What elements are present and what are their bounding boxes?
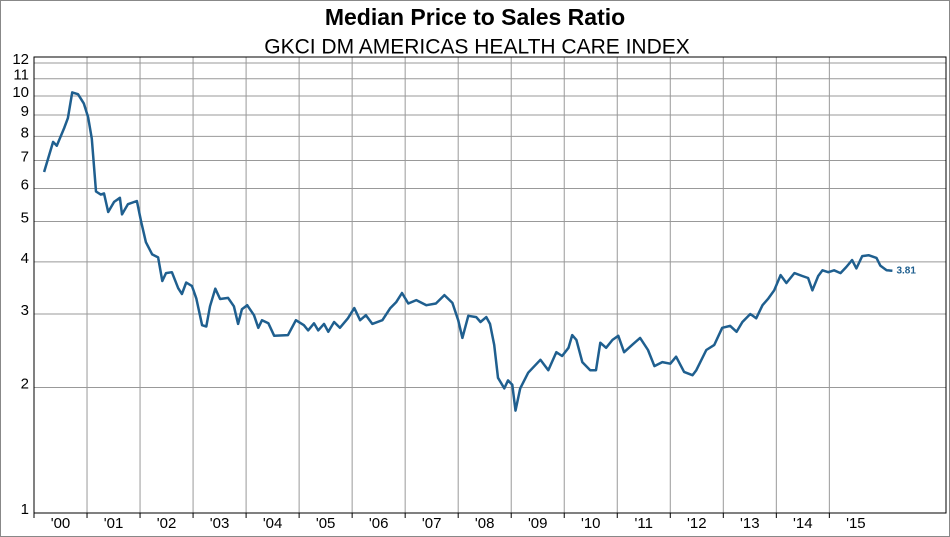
x-tick-label: '05 <box>316 515 336 532</box>
value-label: 3.81 <box>896 265 916 276</box>
x-tick-label: '12 <box>687 515 707 532</box>
x-tick-label: '10 <box>581 515 601 532</box>
y-tick-label: 5 <box>21 209 29 226</box>
x-tick-label: '13 <box>740 515 760 532</box>
x-tick-label: '01 <box>104 515 124 532</box>
y-tick-label: 7 <box>21 149 29 166</box>
chart-title: Median Price to Sales Ratio <box>325 4 625 30</box>
x-tick-label: '03 <box>210 515 230 532</box>
x-tick-label: '11 <box>635 515 653 532</box>
x-tick-label: '06 <box>369 515 389 532</box>
y-tick-label: 2 <box>21 375 29 392</box>
y-tick-label: 4 <box>21 250 29 267</box>
x-tick-label: '04 <box>263 515 283 532</box>
y-tick-label: 6 <box>21 176 29 193</box>
y-tick-label: 12 <box>12 51 29 68</box>
x-tick-label: '08 <box>475 515 495 532</box>
y-tick-label: 9 <box>21 103 29 120</box>
y-tick-label: 1 <box>21 501 29 518</box>
y-tick-label: 3 <box>21 302 29 319</box>
plot-border <box>33 56 947 514</box>
y-tick-label: 10 <box>12 84 29 101</box>
y-tick-label: 8 <box>21 124 29 141</box>
x-tick-label: '15 <box>846 515 866 532</box>
x-tick-label: '02 <box>157 515 177 532</box>
x-tick-label: '09 <box>528 515 548 532</box>
data-line <box>42 91 893 412</box>
y-tick-label: 11 <box>13 67 29 84</box>
x-tick-label: '07 <box>422 515 442 532</box>
chart-subtitle: GKCI DM AMERICAS HEALTH CARE INDEX <box>264 36 690 59</box>
x-tick-label: '14 <box>793 515 813 532</box>
x-tick-label: '00 <box>51 515 71 532</box>
